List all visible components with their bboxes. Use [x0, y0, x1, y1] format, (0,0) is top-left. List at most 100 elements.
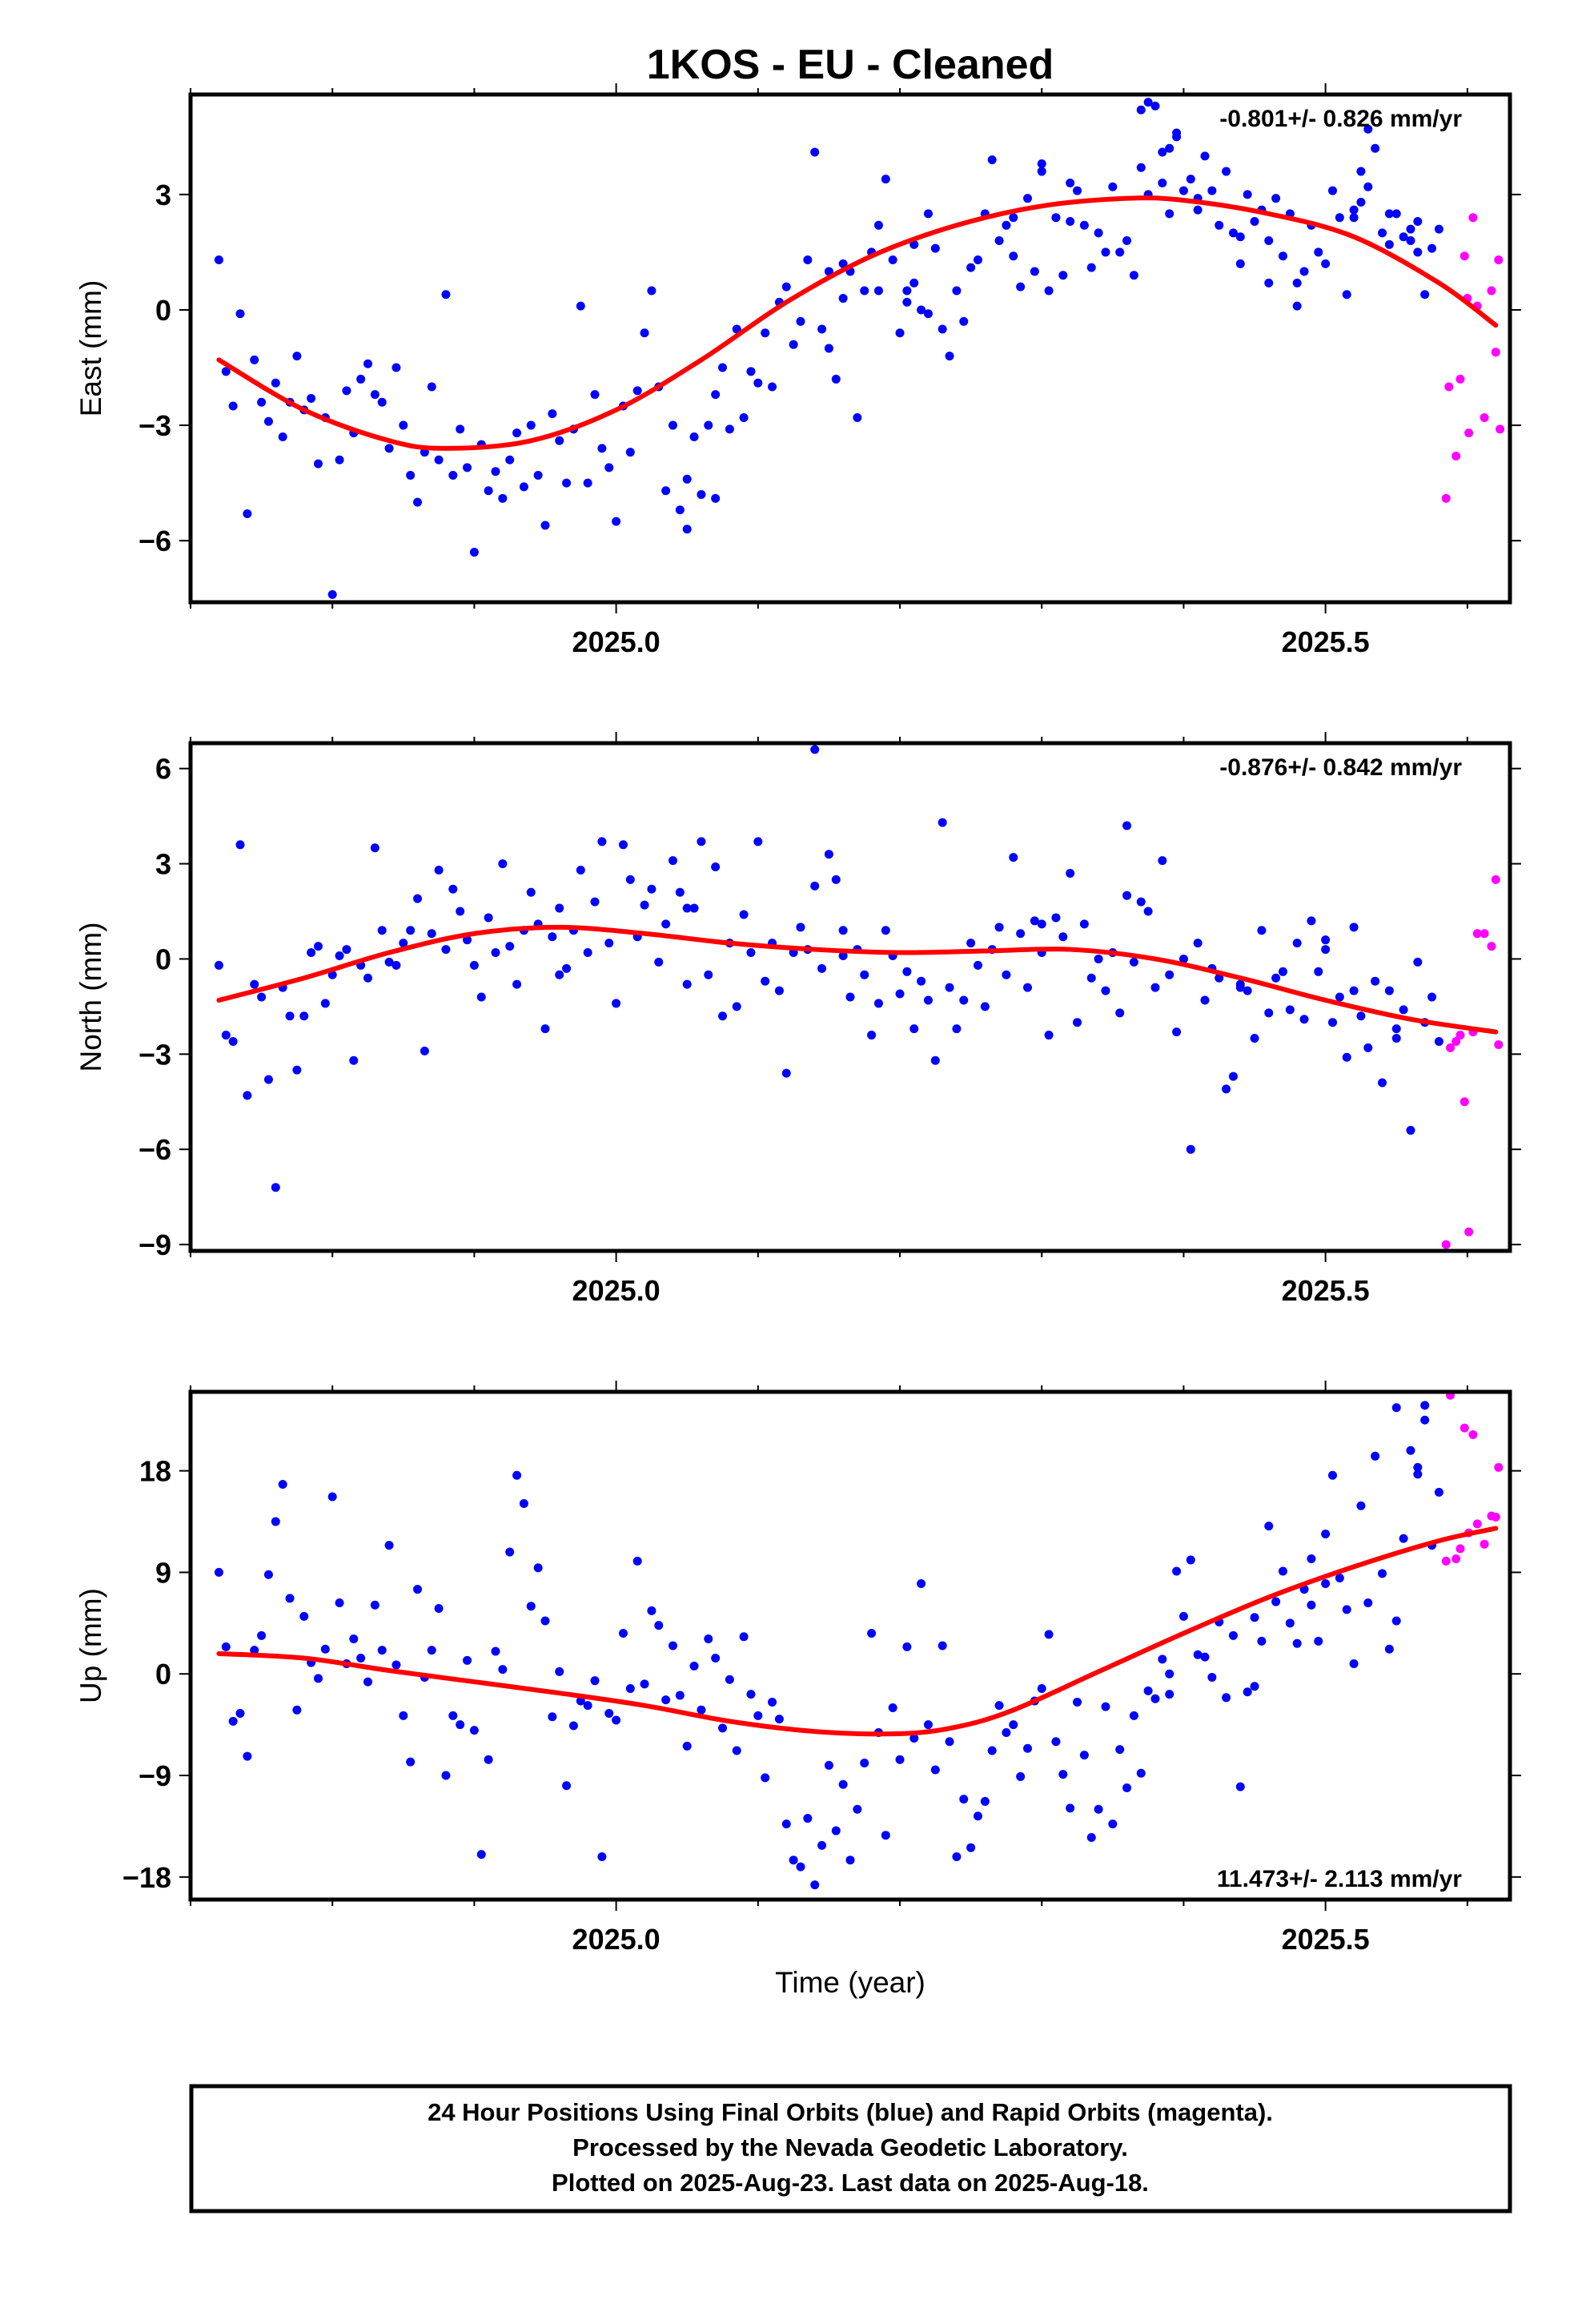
up-final-orbit-point: [704, 1634, 713, 1644]
north-final-orbit-point: [1158, 856, 1167, 866]
up-final-orbit-point: [689, 1661, 699, 1671]
up-final-orbit-point: [1335, 1573, 1344, 1582]
north-final-orbit-point: [909, 1024, 919, 1034]
north-final-orbit-point: [434, 866, 444, 875]
north-y-axis-label: North (mm): [74, 922, 107, 1072]
east-final-orbit-point: [895, 328, 905, 338]
north-y-tick-label: 6: [155, 753, 171, 786]
north-y-tick-label: −9: [139, 1228, 171, 1261]
east-final-orbit-point: [1037, 167, 1046, 176]
north-final-orbit-point: [257, 992, 267, 1002]
east-final-orbit-point: [413, 497, 423, 507]
north-final-orbit-point: [604, 939, 614, 948]
east-final-orbit-point: [243, 509, 252, 519]
up-final-orbit-point: [1066, 1803, 1075, 1813]
up-rapid-orbit-point: [1460, 1423, 1469, 1433]
up-final-orbit-point: [1413, 1462, 1423, 1472]
north-final-orbit-point: [597, 837, 607, 846]
east-final-orbit-point: [789, 340, 798, 349]
north-final-orbit-point: [1143, 907, 1153, 916]
up-frame: [188, 1389, 1512, 1902]
east-final-orbit-point: [1384, 209, 1394, 219]
east-final-orbit-point: [1009, 251, 1018, 261]
east-final-orbit-point: [469, 548, 479, 557]
up-final-orbit-point: [1356, 1501, 1366, 1510]
up-final-orbit-point: [1165, 1669, 1174, 1679]
north-velocity-rate: -0.876+/- 0.842 mm/yr: [1219, 754, 1462, 781]
north-final-orbit-point: [1314, 967, 1323, 976]
up-final-orbit-point: [1143, 1686, 1153, 1695]
up-final-orbit-point: [263, 1570, 273, 1579]
east-final-orbit-point: [817, 324, 827, 334]
north-final-orbit-point: [640, 900, 649, 910]
footer-line-3: Plotted on 2025-Aug-23. Last data on 202…: [552, 2169, 1149, 2197]
north-final-orbit-point: [1222, 1084, 1231, 1094]
north-final-orbit-point: [796, 923, 805, 932]
north-final-orbit-point: [1243, 986, 1252, 995]
up-final-orbit-point: [654, 1621, 664, 1630]
north-final-orbit-point: [243, 1091, 252, 1100]
up-final-orbit-point: [313, 1674, 323, 1683]
east-final-orbit-point: [697, 490, 706, 500]
north-final-orbit-point: [930, 1055, 940, 1065]
east-final-orbit-point: [1158, 178, 1167, 187]
east-final-orbit-point: [292, 352, 302, 361]
up-final-orbit-point: [1406, 1445, 1415, 1455]
north-final-orbit-point: [1384, 986, 1394, 995]
east-final-orbit-point: [370, 390, 379, 400]
up-final-orbit-point: [491, 1647, 500, 1656]
up-final-orbit-point: [1420, 1401, 1430, 1410]
east-final-orbit-point: [923, 309, 933, 319]
east-final-orbit-point: [1066, 178, 1075, 187]
up-final-orbit-point: [1023, 1743, 1033, 1753]
north-final-orbit-point: [1271, 973, 1281, 983]
east-final-orbit-point: [853, 412, 862, 422]
east-final-orbit-point: [959, 316, 969, 326]
north-final-orbit-point: [1406, 1125, 1415, 1135]
up-final-orbit-point: [214, 1567, 223, 1577]
north-final-orbit-point: [555, 903, 564, 913]
up-final-orbit-point: [973, 1811, 982, 1821]
east-final-orbit-point: [1420, 290, 1430, 300]
north-final-orbit-point: [938, 818, 947, 827]
east-final-orbit-point: [873, 220, 883, 230]
north-final-orbit-point: [661, 919, 671, 929]
up-rapid-orbit-point: [1456, 1544, 1465, 1554]
east-final-orbit-point: [1434, 224, 1443, 234]
east-final-orbit-point: [682, 525, 692, 534]
east-final-orbit-point: [917, 305, 926, 315]
up-final-orbit-point: [831, 1826, 841, 1835]
north-final-orbit-point: [1073, 1018, 1082, 1027]
up-final-orbit-point: [1321, 1530, 1331, 1539]
east-final-orbit-point: [399, 420, 408, 430]
up-final-orbit-point: [1016, 1771, 1026, 1781]
up-final-orbit-point: [853, 1804, 862, 1814]
east-final-orbit-point: [271, 378, 280, 388]
north-x-tick-label: 2025.5: [1282, 1274, 1370, 1307]
east-final-orbit-point: [456, 424, 465, 434]
north-final-orbit-point: [761, 976, 770, 986]
up-final-orbit-point: [1371, 1451, 1380, 1461]
north-final-orbit-point: [456, 907, 465, 916]
east-rapid-orbit-point: [1468, 213, 1478, 223]
up-final-orbit-point: [952, 1852, 962, 1861]
east-final-orbit-point: [1406, 224, 1415, 234]
east-final-orbit-point: [448, 471, 458, 480]
north-final-orbit-point: [1278, 967, 1287, 976]
up-final-orbit-point: [476, 1850, 486, 1860]
east-final-orbit-point: [1349, 205, 1359, 215]
east-final-orbit-point: [1413, 247, 1423, 257]
east-final-orbit-point: [1172, 128, 1182, 138]
up-final-orbit-point: [923, 1720, 933, 1730]
up-final-orbit-point: [725, 1675, 734, 1684]
up-final-orbit-point: [320, 1644, 330, 1654]
east-final-orbit-point: [952, 286, 962, 296]
up-final-orbit-point: [625, 1684, 635, 1694]
up-final-orbit-point: [1307, 1554, 1316, 1564]
east-final-orbit-point: [824, 344, 833, 353]
north-final-orbit-point: [1250, 1034, 1259, 1043]
up-final-orbit-point: [881, 1831, 890, 1840]
north-final-orbit-point: [1327, 1018, 1337, 1027]
east-final-orbit-point: [590, 390, 600, 400]
north-final-orbit-point: [1371, 976, 1380, 986]
